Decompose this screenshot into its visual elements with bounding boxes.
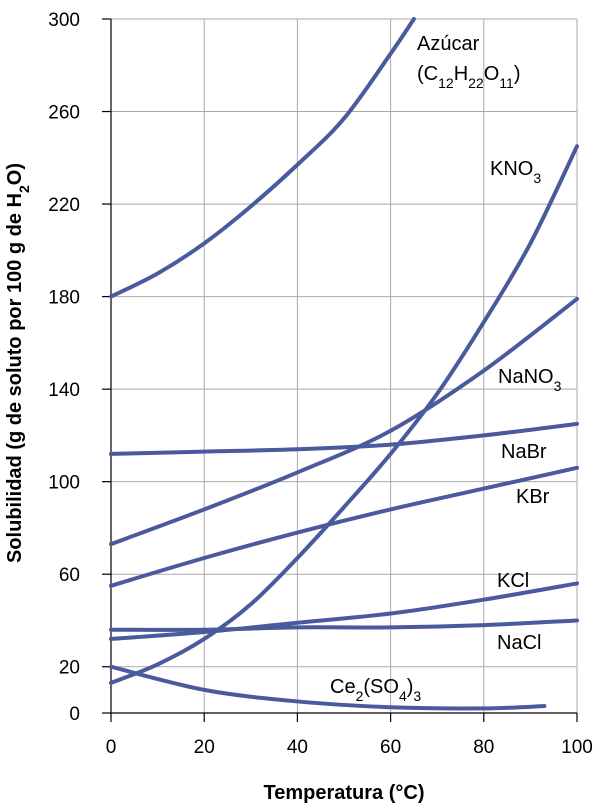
- series-label-0: (C12H22O11): [417, 63, 521, 91]
- series-label-part: 2: [356, 688, 364, 704]
- series-label-part: 4: [399, 688, 407, 704]
- series-label-part: KBr: [516, 486, 550, 508]
- series-label-part: 11: [499, 75, 514, 91]
- series-label-part: 12: [438, 75, 454, 91]
- series-label-part: 3: [554, 378, 562, 394]
- x-tick-label: 20: [194, 737, 215, 758]
- y-tick-label: 300: [48, 10, 80, 31]
- series-label-part: NaBr: [501, 441, 547, 463]
- grid: [111, 18, 578, 713]
- series-line-4: [109, 465, 579, 588]
- series-label-part: 3: [413, 688, 421, 704]
- x-tick-label: 40: [287, 737, 308, 758]
- series-label-5: KCl: [497, 570, 529, 592]
- series-line-5: [109, 581, 579, 641]
- y-axis-title-part: 2: [16, 185, 32, 193]
- series-line-7: [109, 664, 547, 711]
- series-line-3: [109, 421, 579, 456]
- series-label-part: 22: [468, 75, 484, 91]
- y-tick-label: 60: [59, 565, 80, 586]
- y-tick-label: 20: [59, 658, 80, 679]
- series-label-part: Ce: [330, 676, 356, 698]
- series-label-part: ): [514, 63, 521, 85]
- x-tick-label: 0: [106, 737, 117, 758]
- series-label-part: (SO: [363, 676, 399, 698]
- series-label-part: Azúcar: [417, 33, 480, 55]
- tick-labels: 0 20 40 60 80 100 0 20 60 100 140 180 220 260 300: [48, 10, 593, 758]
- x-axis-title: Temperatura (°C): [264, 782, 425, 804]
- y-tick-label: 0: [69, 704, 80, 725]
- series-label-2: NaNO3: [498, 366, 562, 394]
- y-tick-label: 100: [48, 473, 80, 494]
- series-label-4: KBr: [516, 486, 550, 508]
- series-label-part: H: [454, 63, 468, 85]
- series-label-part: KCl: [497, 570, 529, 592]
- y-tick-label: 260: [48, 103, 80, 124]
- series-label-6: NaCl: [497, 632, 541, 654]
- y-tick-label: 180: [48, 288, 80, 309]
- series-line-1: [109, 144, 579, 685]
- series-label-1: KNO3: [490, 158, 541, 186]
- series-label-7: Ce2(SO4)3: [330, 676, 421, 704]
- series-line-0: [109, 17, 416, 299]
- y-tick-label: 220: [48, 195, 80, 216]
- y-axis-title-part: Solubilidad (g de soluto por 100 g de H: [4, 193, 26, 563]
- series-line-6: [109, 618, 579, 632]
- y-axis-title-part: O): [4, 163, 26, 185]
- series-label-part: KNO: [490, 158, 533, 180]
- x-tick-label: 100: [561, 737, 593, 758]
- y-axis-title: Solubilidad (g de soluto por 100 g de H2…: [4, 163, 32, 563]
- x-tick-label: 60: [380, 737, 401, 758]
- series-line-2: [109, 296, 579, 547]
- x-tick-label: 80: [473, 737, 494, 758]
- series-label-part: O: [484, 63, 500, 85]
- series-label-part: NaNO: [498, 366, 554, 388]
- series-label-part: 3: [533, 170, 541, 186]
- series-labels: Azúcar(C12H22O11)KNO3NaNO3NaBrKBrKClNaCl…: [330, 33, 562, 704]
- series-lines: [109, 17, 579, 711]
- series-label-part: NaCl: [497, 632, 541, 654]
- series-label-part: ): [407, 676, 414, 698]
- series-label-0: Azúcar: [417, 33, 480, 55]
- series-label-3: NaBr: [501, 441, 547, 463]
- y-tick-label: 140: [48, 380, 80, 401]
- series-label-part: (C: [417, 63, 438, 85]
